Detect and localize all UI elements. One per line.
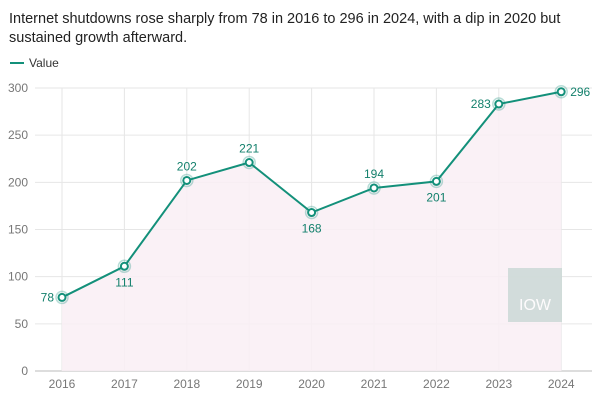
y-tick-label: 300 [8, 81, 28, 95]
data-label: 111 [115, 275, 134, 289]
legend: Value [10, 56, 59, 70]
data-point [431, 176, 441, 186]
legend-label: Value [29, 56, 59, 70]
data-point-halo [242, 155, 256, 170]
data-point-halo [304, 205, 319, 220]
y-tick-label: 100 [8, 270, 28, 284]
data-point-halo [117, 259, 132, 274]
x-tick-label: 2021 [361, 377, 388, 391]
x-tick-label: 2019 [236, 377, 263, 391]
data-point-halo [367, 181, 381, 195]
data-point [369, 183, 379, 193]
data-label: 221 [239, 142, 259, 156]
chart-subtitle: Internet shutdowns rose sharply from 78 … [9, 11, 561, 46]
y-tick-label: 50 [15, 317, 29, 331]
data-point-halo [55, 290, 69, 305]
data-point [494, 99, 504, 109]
data-point [57, 292, 67, 302]
data-label: 296 [570, 85, 590, 99]
legend-swatch [10, 62, 24, 64]
watermark-box [508, 268, 562, 322]
data-point [307, 208, 317, 218]
y-tick-label: 200 [8, 175, 28, 189]
x-tick-label: 2023 [485, 377, 512, 391]
x-tick-label: 2016 [49, 377, 76, 391]
y-tick-label: 250 [8, 128, 28, 142]
data-point-halo [554, 85, 568, 99]
x-tick-label: 2022 [423, 377, 450, 391]
y-tick-label: 0 [21, 364, 28, 378]
data-point-halo [492, 97, 506, 111]
y-tick-label: 150 [8, 223, 28, 237]
data-point [556, 87, 566, 97]
data-point-halo [429, 174, 444, 189]
data-point [119, 261, 129, 271]
x-tick-label: 2020 [298, 377, 325, 391]
watermark-logo: IOW [508, 268, 562, 322]
x-tick-label: 2017 [111, 377, 138, 391]
area-fill [62, 91, 562, 372]
data-label: 168 [302, 222, 322, 236]
data-label: 194 [364, 167, 384, 181]
data-label: 202 [177, 159, 197, 173]
data-label: 283 [471, 97, 491, 111]
data-label: 201 [426, 190, 446, 204]
watermark-text: IOW [519, 297, 552, 314]
data-point-halo [180, 173, 194, 188]
data-point [244, 158, 254, 168]
data-point [182, 175, 192, 185]
data-label: 78 [41, 290, 55, 304]
x-tick-label: 2018 [173, 377, 200, 391]
x-tick-label: 2024 [548, 377, 575, 391]
